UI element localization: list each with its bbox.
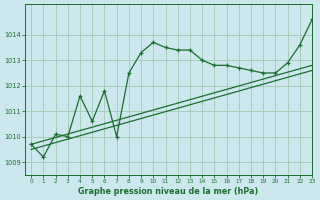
X-axis label: Graphe pression niveau de la mer (hPa): Graphe pression niveau de la mer (hPa)	[78, 187, 259, 196]
